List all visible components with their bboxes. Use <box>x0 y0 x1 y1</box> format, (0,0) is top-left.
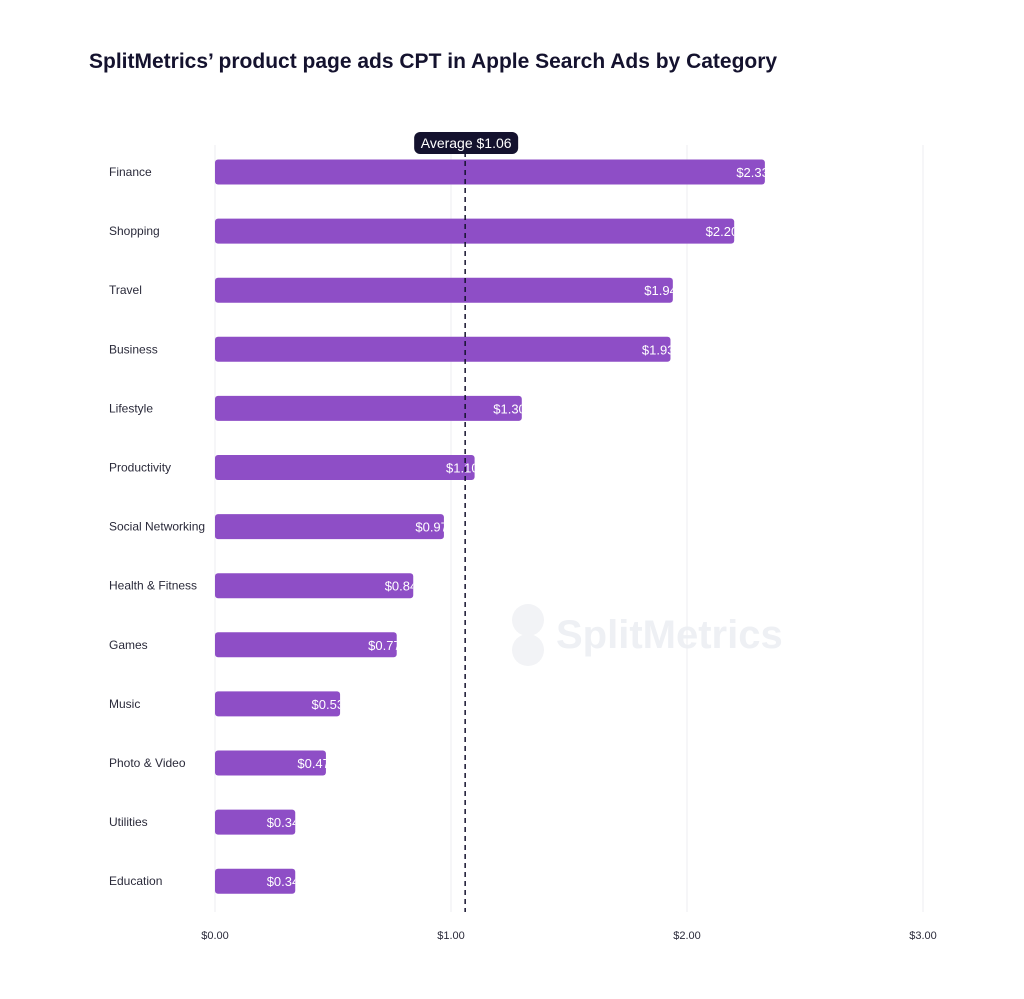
category-label: Photo & Video <box>109 756 186 770</box>
x-tick-label: $1.00 <box>437 930 465 942</box>
category-label: Utilities <box>109 815 148 829</box>
data-label: $0.34 <box>267 874 300 889</box>
average-badge <box>414 132 519 154</box>
data-label: $0.47 <box>297 756 330 771</box>
watermark-logo-icon <box>512 604 544 636</box>
category-label: Productivity <box>109 461 171 475</box>
data-label: $1.30 <box>493 401 526 416</box>
category-label: Health & Fitness <box>109 579 197 593</box>
bar <box>215 218 735 244</box>
bar <box>215 277 673 303</box>
bar <box>215 336 671 362</box>
data-label: $1.94 <box>644 283 677 298</box>
category-label: Travel <box>109 283 142 297</box>
data-label: $0.84 <box>385 579 418 594</box>
category-label: Music <box>109 697 140 711</box>
bar <box>215 750 326 776</box>
bar <box>215 809 296 835</box>
bar <box>215 159 765 185</box>
bar <box>215 455 475 480</box>
data-label: $2.20 <box>706 224 739 239</box>
category-label: Social Networking <box>109 520 205 534</box>
category-label: Games <box>109 638 148 652</box>
category-label: Finance <box>109 165 152 179</box>
bar <box>215 514 444 540</box>
x-tick-label: $2.00 <box>673 930 701 942</box>
bar <box>215 573 414 599</box>
data-label: $0.77 <box>368 638 401 653</box>
category-label: Education <box>109 874 162 888</box>
data-label: $1.93 <box>642 342 675 357</box>
data-label: $0.34 <box>267 815 300 830</box>
data-label: $1.10 <box>446 461 479 476</box>
data-label: $2.33 <box>736 165 769 180</box>
data-label: $0.53 <box>312 697 345 712</box>
average-label: Average $1.06 <box>421 135 512 151</box>
bar <box>215 632 397 658</box>
chart-title: SplitMetrics’ product page ads CPT in Ap… <box>89 50 778 73</box>
x-tick-label: $3.00 <box>909 930 937 942</box>
bar <box>215 395 522 421</box>
category-label: Shopping <box>109 224 160 238</box>
category-label: Lifestyle <box>109 401 153 415</box>
data-label: $0.97 <box>415 520 448 535</box>
bar <box>215 691 341 717</box>
watermark-logo-icon <box>512 634 544 666</box>
category-label: Business <box>109 342 158 356</box>
bar <box>215 868 296 894</box>
x-tick-label: $0.00 <box>201 930 229 942</box>
watermark: SplitMetrics <box>556 613 783 657</box>
